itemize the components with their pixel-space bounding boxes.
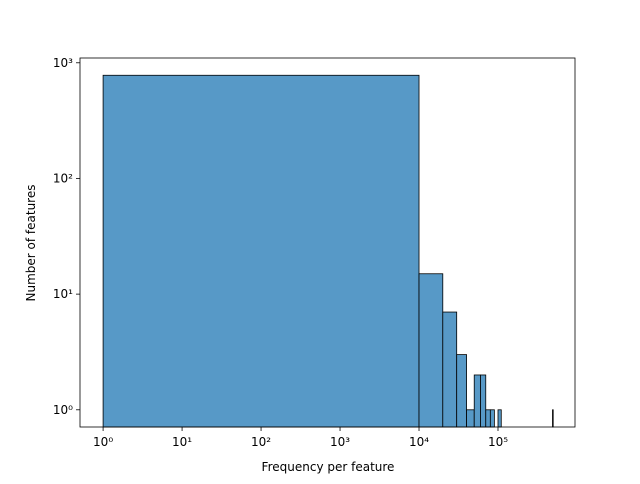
bar <box>418 273 444 428</box>
bar <box>485 409 491 428</box>
x-tick-label: 10⁵ <box>488 435 508 449</box>
y-axis-label: Number of features <box>24 185 38 302</box>
x-axis-label: Frequency per feature <box>262 460 395 474</box>
y-tick-label: 10¹ <box>53 287 73 301</box>
bar <box>489 409 495 428</box>
y-tick-label: 10² <box>53 171 73 185</box>
plot-frame <box>79 57 576 428</box>
bar <box>466 409 475 428</box>
y-tick-label: 10⁰ <box>53 403 73 417</box>
x-tick-label: 10¹ <box>172 435 192 449</box>
bar <box>456 354 467 428</box>
x-tick-label: 10³ <box>330 435 350 449</box>
bar <box>480 374 487 428</box>
x-tick-label: 10² <box>251 435 271 449</box>
bar <box>497 409 502 428</box>
x-tick-label: 10⁴ <box>409 435 429 449</box>
bar <box>552 409 554 428</box>
bar <box>102 74 420 428</box>
x-tick-label: 10⁰ <box>93 435 113 449</box>
y-tick-label: 10³ <box>53 56 73 70</box>
bar <box>473 374 481 428</box>
bar <box>442 311 458 428</box>
